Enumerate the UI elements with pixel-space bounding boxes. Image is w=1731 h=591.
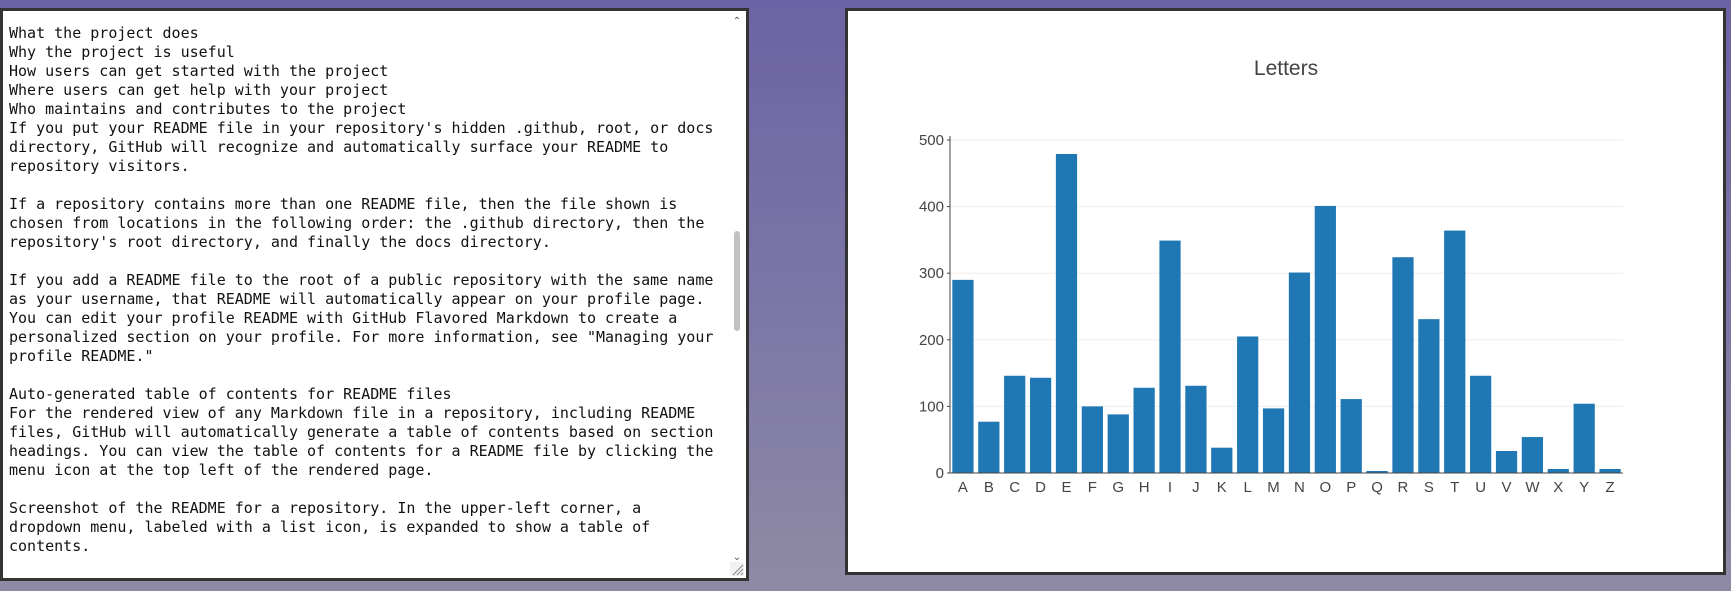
x-tick-label: U [1475,479,1486,496]
chevron-down-icon[interactable]: ⌄ [732,552,742,563]
bar-Z[interactable] [1599,469,1621,473]
resize-grip-icon[interactable] [730,562,744,576]
x-tick-label: Q [1371,479,1383,496]
x-tick-label: A [958,479,968,496]
x-tick-label: K [1217,479,1227,496]
y-tick-label: 0 [936,465,944,482]
readme-text: What the project does Why the project is… [9,24,714,555]
x-tick-label: S [1424,479,1434,496]
bar-F[interactable] [1081,406,1103,473]
bar-V[interactable] [1495,451,1518,473]
x-tick-label: C [1009,479,1020,496]
bar-E[interactable] [1055,153,1078,473]
x-tick-label: T [1450,479,1459,496]
bar-chart: Letters 0 100 200 300 400 500 A B C D E F G H I J K L M N O P… [919,57,1623,496]
y-tick-label: 400 [919,199,944,216]
chart-title: Letters [1254,57,1318,80]
bar-L[interactable] [1237,336,1259,473]
bar-N[interactable] [1288,272,1311,473]
x-tick-label: P [1346,479,1356,496]
bar-J[interactable] [1185,385,1207,473]
bar-R[interactable] [1392,257,1414,473]
bar-B[interactable] [978,421,1000,473]
x-tick-label: V [1502,479,1512,496]
grid-lines [950,139,1623,407]
bars [952,153,1621,473]
y-tick-label: 500 [919,132,944,149]
bar-D[interactable] [1029,377,1052,473]
bar-I[interactable] [1159,240,1181,473]
x-tick-label: G [1112,479,1124,496]
bar-K[interactable] [1211,447,1233,473]
bar-C[interactable] [1004,375,1026,473]
text-area-content[interactable]: What the project does Why the project is… [9,24,731,574]
bar-M[interactable] [1262,408,1285,473]
y-tick-label: 100 [919,398,944,415]
bar-S[interactable] [1418,319,1440,473]
x-tick-label: D [1035,479,1046,496]
x-tick-label: B [984,479,994,496]
y-tick-label: 200 [919,332,944,349]
bar-O[interactable] [1314,205,1336,473]
chart-panel: Letters 0 100 200 300 400 500 A B C D E F G H I J K L M N O P… [845,8,1726,575]
readme-text-area[interactable]: What the project does Why the project is… [0,8,749,581]
bar-X[interactable] [1547,469,1569,473]
x-tick-label: F [1088,479,1097,496]
x-tick-label: I [1168,479,1172,496]
y-tick-label: 300 [919,265,944,282]
bar-Q[interactable] [1366,471,1388,473]
x-tick-label: H [1139,479,1150,496]
x-tick-label: M [1267,479,1280,496]
bar-U[interactable] [1470,375,1492,473]
x-tick-label: Y [1579,479,1589,496]
chevron-up-icon[interactable]: ⌃ [732,16,742,27]
vertical-scrollbar[interactable]: ⌃ ⌄ [730,13,744,565]
bar-G[interactable] [1107,414,1129,473]
x-tick-label: X [1553,479,1563,496]
x-tick-label: L [1244,479,1252,496]
x-tick-label: J [1192,479,1200,496]
x-tick-label: R [1398,479,1409,496]
bar-A[interactable] [952,279,974,473]
axes: 0 100 200 300 400 500 A B C D E F G H I J K L M N O P Q R S T U V W X… [919,132,1623,496]
x-tick-label: E [1061,479,1071,496]
bar-W[interactable] [1521,437,1544,473]
x-tick-label: Z [1605,479,1614,496]
scrollbar-thumb[interactable] [734,231,740,331]
bar-Y[interactable] [1573,403,1595,473]
x-tick-label: N [1294,479,1305,496]
bar-H[interactable] [1133,387,1155,473]
x-tick-label: O [1319,479,1331,496]
bar-T[interactable] [1444,230,1466,473]
x-tick-label: W [1525,479,1540,496]
bar-P[interactable] [1340,399,1362,473]
